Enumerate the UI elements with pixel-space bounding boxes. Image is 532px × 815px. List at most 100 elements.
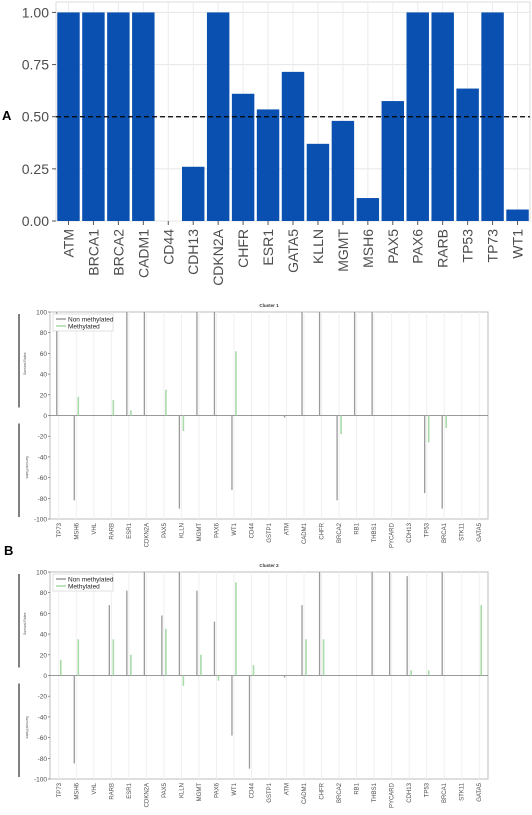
x-tick-label: CADM1 xyxy=(302,782,308,804)
x-tick-label: VHL xyxy=(92,782,98,794)
bar-non-methylated xyxy=(178,572,181,676)
y-tick-label: 0.75 xyxy=(22,57,49,73)
x-tick-label: CD44 xyxy=(249,782,255,798)
x-tick-label: GATA5 xyxy=(477,782,483,801)
bar-non-methylated xyxy=(126,312,128,416)
y-tick-label: -40 xyxy=(38,714,48,721)
x-tick-label: ATM xyxy=(285,523,291,535)
x-tick-label: KLLN xyxy=(179,523,185,538)
bar-non-methylated xyxy=(406,576,408,676)
x-tick-label: WT1 xyxy=(232,782,238,795)
x-tick-label: RARB xyxy=(435,229,451,268)
bar-non-methylated xyxy=(178,415,181,509)
x-tick-label: RB1 xyxy=(355,782,361,794)
y-tick-label: 0 xyxy=(43,413,47,420)
y-tick-label: 0.25 xyxy=(22,161,49,177)
bar xyxy=(132,12,155,221)
cluster-1-chart: Cluster 1 100 80 60 40 20 0 -20 -40 -60 -80 -100 Sur… xyxy=(18,303,489,548)
x-tick-label: KLLN xyxy=(179,783,185,798)
legend-label: Methylated xyxy=(68,584,100,591)
x-tick-label: TP73 xyxy=(57,782,63,797)
x-tick-label: CHFR xyxy=(320,782,326,799)
bar-methylated xyxy=(130,410,132,416)
x-tick-label: PAX5 xyxy=(162,522,168,538)
x-tick-label: RARB xyxy=(109,783,115,800)
bar-methylated xyxy=(112,639,115,676)
bar xyxy=(506,209,529,221)
x-tick-label: GATA5 xyxy=(285,229,301,273)
panel-a-bar-chart: 0.00 0.25 0.50 0.75 1.00 ATM BRCA1 BRCA2 CADM1 CD… xyxy=(22,1,531,286)
x-tick-label: STK11 xyxy=(460,522,466,541)
bar-methylated xyxy=(340,415,342,435)
bar-methylated xyxy=(235,351,237,416)
x-tick-label: MGMT xyxy=(197,783,203,802)
x-tick-label: GSTP1 xyxy=(267,522,273,542)
bar-non-methylated xyxy=(231,675,233,736)
x-tick-label: BRCA1 xyxy=(442,782,448,803)
bar-non-methylated xyxy=(318,312,321,416)
bar-non-methylated xyxy=(283,415,286,418)
bar-methylated xyxy=(77,639,80,676)
y-tick-label: 100 xyxy=(36,310,47,317)
y-tick-label: 80 xyxy=(40,590,48,597)
bar-methylated xyxy=(217,675,220,681)
bar-methylated xyxy=(77,396,80,416)
y-tick-label: -60 xyxy=(38,475,48,482)
y-tick-label: 20 xyxy=(40,652,48,659)
y-tick-label: 40 xyxy=(40,372,48,379)
x-tick-label: WT1 xyxy=(510,229,526,259)
x-tick-label: MSH6 xyxy=(360,229,376,268)
bar-methylated xyxy=(165,628,167,676)
bar-non-methylated xyxy=(301,605,303,676)
bar-non-methylated xyxy=(143,312,146,416)
legend xyxy=(52,573,114,592)
bar-methylated xyxy=(165,389,167,416)
bar xyxy=(456,88,479,221)
bar-non-methylated xyxy=(371,572,373,676)
x-tick-label: ATM xyxy=(60,229,76,258)
x-tick-label: PAX5 xyxy=(385,229,401,264)
bar-non-methylated xyxy=(196,590,198,676)
x-tick-label: CDH13 xyxy=(185,229,201,275)
bar-methylated xyxy=(427,415,430,443)
x-tick-label: WT1 xyxy=(232,522,238,535)
x-tick-label: BRCA1 xyxy=(442,522,448,543)
y-tick-label: -80 xyxy=(38,496,48,503)
y-tick-label: 40 xyxy=(40,632,48,639)
bar-non-methylated xyxy=(353,312,356,416)
bar-non-methylated xyxy=(441,415,443,509)
bar-non-methylated xyxy=(318,572,321,676)
bar-non-methylated xyxy=(301,312,303,416)
x-tick-label: RARB xyxy=(109,523,115,540)
bar xyxy=(381,101,405,221)
y-label-top: Survival Rates xyxy=(23,612,27,635)
bar-methylated xyxy=(235,582,237,676)
x-tick-label: STK11 xyxy=(460,782,466,801)
bar-non-methylated xyxy=(248,675,251,769)
y-tick-label: 100 xyxy=(36,570,47,577)
x-tick-label: BRCA2 xyxy=(337,522,343,543)
x-tick-label: CADM1 xyxy=(135,229,151,278)
y-tick-label: -20 xyxy=(38,694,48,701)
bar-non-methylated xyxy=(371,312,373,416)
x-tick-label: TP73 xyxy=(57,522,63,537)
bar-methylated xyxy=(480,605,483,676)
x-tick-label: BRCA1 xyxy=(85,229,101,276)
x-tick-label: CDKN2A xyxy=(144,783,150,807)
x-tick-label: ESR1 xyxy=(127,522,133,538)
x-tick-label: TP53 xyxy=(425,522,431,537)
y-tick-label: -20 xyxy=(38,434,48,441)
chart-title: Cluster 2 xyxy=(259,563,279,568)
y-tick-label: -100 xyxy=(34,517,47,524)
bar-methylated xyxy=(410,670,412,676)
bar-non-methylated xyxy=(388,572,391,676)
bar xyxy=(331,120,355,221)
x-tick-label: ESR1 xyxy=(260,229,276,266)
x-tick-label: THBS1 xyxy=(372,522,378,542)
bar xyxy=(107,12,130,221)
bar xyxy=(306,143,330,221)
y-tick-label: 0.50 xyxy=(22,109,49,125)
y-tick-label: 60 xyxy=(40,351,48,358)
bar xyxy=(82,12,105,221)
